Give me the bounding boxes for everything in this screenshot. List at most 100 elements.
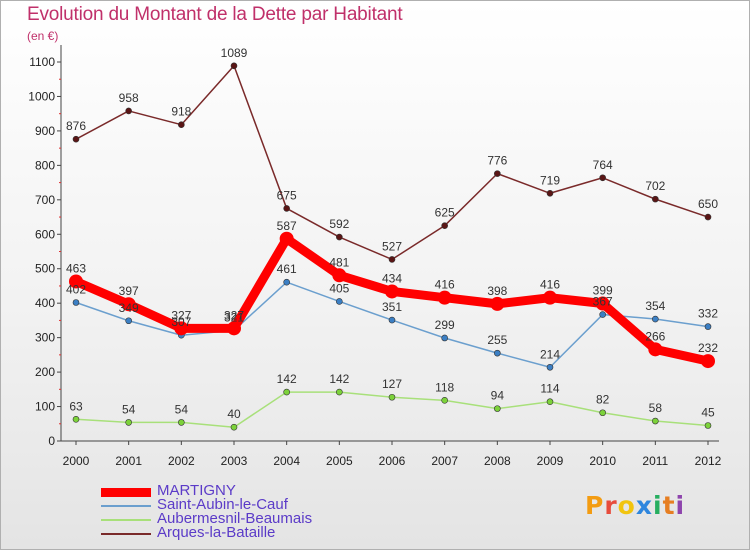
data-point: [494, 405, 501, 412]
x-tick-label: 2011: [642, 454, 668, 468]
data-label: 214: [540, 347, 560, 361]
y-tick-label: 200: [35, 365, 55, 379]
data-label: 114: [540, 382, 559, 396]
data-point: [230, 62, 238, 70]
data-label: 397: [119, 284, 139, 298]
data-label: 876: [66, 119, 86, 133]
data-point: [701, 354, 715, 369]
data-point: [174, 321, 189, 336]
data-label: 327: [224, 308, 244, 322]
data-point: [388, 256, 396, 263]
data-label: 82: [596, 393, 610, 407]
data-point: [125, 107, 132, 115]
legend-label: MARTIGNY: [157, 482, 236, 499]
data-point: [72, 135, 80, 143]
data-point: [490, 296, 505, 311]
data-label: 650: [698, 197, 718, 211]
x-tick-label: 2004: [273, 454, 300, 468]
data-point: [230, 423, 238, 431]
data-label: 332: [698, 307, 718, 321]
data-point: [543, 290, 557, 305]
data-label: 327: [171, 308, 191, 322]
data-point: [546, 189, 554, 197]
data-point: [704, 323, 712, 330]
data-point: [227, 321, 241, 336]
legend-swatch: [101, 505, 151, 507]
x-tick-label: 2007: [431, 454, 458, 468]
legend-label: Aubermesnil-Beaumais: [157, 510, 313, 527]
data-label: 434: [382, 271, 402, 285]
data-point: [652, 417, 659, 425]
data-label: 918: [171, 105, 191, 119]
data-point: [441, 222, 448, 229]
data-point: [279, 231, 294, 246]
legend-swatch: [101, 487, 151, 497]
data-point: [441, 334, 448, 342]
data-point: [121, 297, 136, 312]
data-point: [704, 422, 712, 429]
logo-letter: P: [585, 491, 605, 520]
x-tick-label: 2006: [379, 454, 406, 468]
data-point: [283, 388, 290, 396]
logo-letter: x: [635, 491, 653, 520]
data-label: 266: [645, 329, 665, 343]
data-point: [178, 419, 185, 426]
data-point: [385, 284, 399, 299]
data-point: [72, 415, 80, 423]
y-tick-label: 900: [35, 124, 55, 138]
x-tick-label: 2002: [168, 454, 195, 468]
logo-letter: r: [604, 491, 618, 520]
legend-label: Saint-Aubin-le-Cauf: [157, 496, 288, 513]
x-tick-label: 2005: [326, 454, 353, 468]
data-point: [178, 121, 185, 129]
y-tick-label: 800: [35, 158, 55, 172]
data-label: 45: [701, 405, 715, 419]
data-point: [648, 342, 663, 357]
data-label: 719: [540, 173, 560, 187]
data-point: [437, 290, 452, 305]
y-tick-label: 1100: [29, 55, 55, 69]
data-label: 349: [119, 301, 139, 315]
data-point: [332, 268, 347, 283]
data-label: 299: [435, 318, 455, 332]
data-label: 625: [435, 206, 455, 220]
data-label: 675: [277, 188, 297, 202]
data-point: [69, 274, 83, 289]
data-label: 127: [382, 377, 402, 391]
data-label: 587: [277, 219, 297, 233]
x-tick-label: 2010: [589, 454, 616, 468]
data-point: [494, 349, 501, 357]
data-label: 461: [277, 262, 297, 276]
data-label: 142: [329, 372, 349, 386]
data-label: 416: [435, 278, 455, 292]
data-label: 351: [382, 300, 402, 314]
data-label: 527: [382, 239, 402, 253]
data-point: [125, 419, 132, 426]
data-label: 398: [487, 284, 507, 298]
data-label: 958: [119, 91, 139, 105]
data-label: 54: [122, 402, 136, 416]
data-label: 405: [329, 281, 349, 295]
data-label: 481: [329, 255, 349, 269]
data-label: 399: [593, 284, 613, 298]
data-label: 354: [645, 299, 665, 313]
data-label: 702: [645, 179, 665, 193]
data-label: 118: [435, 380, 454, 394]
data-label: 776: [487, 154, 507, 168]
data-label: 463: [66, 261, 86, 275]
data-point: [652, 315, 659, 323]
logo-letter: o: [617, 491, 636, 520]
data-point: [595, 296, 610, 311]
data-label: 142: [277, 372, 297, 386]
data-label: 63: [69, 399, 83, 413]
y-tick-label: 1000: [28, 89, 55, 103]
data-label: 367: [593, 295, 613, 309]
data-label: 416: [540, 278, 560, 292]
y-tick-label: 100: [35, 400, 55, 414]
data-label: 321: [224, 310, 244, 324]
data-point: [283, 278, 290, 286]
data-label: 94: [491, 389, 505, 403]
data-label: 1089: [221, 46, 248, 60]
data-point: [546, 398, 554, 406]
y-tick-label: 300: [35, 331, 55, 345]
